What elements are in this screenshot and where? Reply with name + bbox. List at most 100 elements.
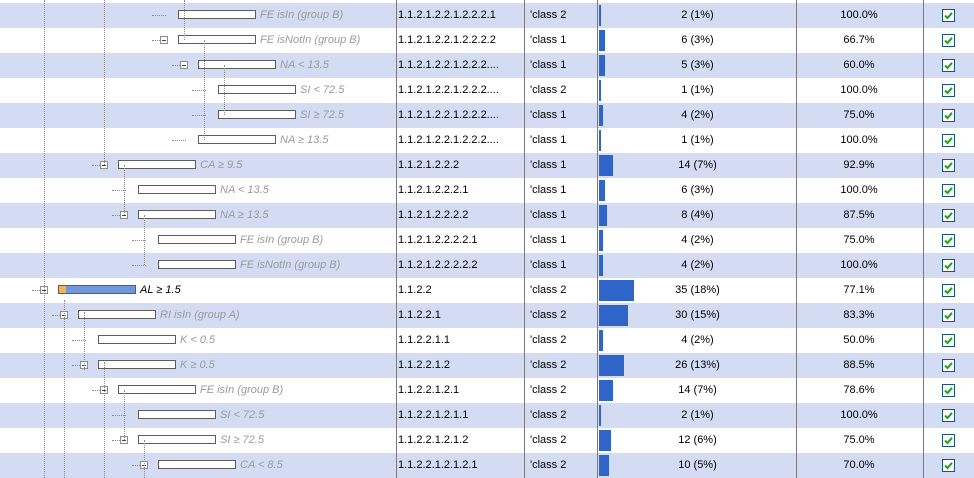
tree-connector-vertical <box>104 362 105 478</box>
count-histogram-bar <box>599 355 624 376</box>
count-histogram-bar <box>599 405 601 426</box>
node-label[interactable]: FE isNotIn (group B) <box>240 259 341 271</box>
include-checkbox[interactable] <box>942 384 955 397</box>
count-histogram-bar <box>599 130 601 151</box>
include-checkbox[interactable] <box>942 9 955 22</box>
table-row[interactable]: NA < 13.5 1.1.2.1.2.2.1.2.2.2.... 'class 1… <box>0 53 974 78</box>
table-row[interactable]: FE isIn (group B) 1.1.2.2.1.2.1 'class 2 14… <box>0 378 974 403</box>
include-checkbox[interactable] <box>942 159 955 172</box>
table-row[interactable]: K < 0.5 1.1.2.2.1.1 'class 2 4 (2%) 50.0% <box>0 328 974 353</box>
include-checkbox[interactable] <box>942 334 955 347</box>
node-label[interactable]: FE isIn (group B) <box>260 9 344 21</box>
table-row[interactable]: FE isNotIn (group B) 1.1.2.1.2.2.2.2.2 'cl… <box>0 253 974 278</box>
include-cell <box>924 178 974 203</box>
accuracy-value: 87.5% <box>843 209 875 221</box>
table-row[interactable]: RI isIn (group A) 1.1.2.2.1 'class 2 30 (15… <box>0 303 974 328</box>
node-label[interactable]: K < 0.5 <box>180 334 216 346</box>
include-checkbox[interactable] <box>942 234 955 247</box>
table-row[interactable]: FE isIn (group B) 1.1.2.1.2.2.1.2.2.2.1 'c… <box>0 3 974 28</box>
include-checkbox[interactable] <box>942 134 955 147</box>
node-id: 1.1.2.2 <box>398 284 432 296</box>
include-checkbox[interactable] <box>942 184 955 197</box>
node-label[interactable]: SI ≥ 72.5 <box>300 109 344 121</box>
table-row[interactable]: SI ≥ 72.5 1.1.2.2.1.2.1.2 'class 2 12 (6%) 7… <box>0 428 974 453</box>
accuracy-value: 60.0% <box>843 59 875 71</box>
accuracy-cell: 100.0% <box>797 403 921 428</box>
column-separator-accuracy <box>923 0 924 478</box>
accuracy-cell: 70.0% <box>797 453 921 478</box>
table-row[interactable]: AL ≥ 1.5 1.1.2.2 'class 2 35 (18%) 77.1% <box>0 278 974 303</box>
include-checkbox[interactable] <box>942 359 955 372</box>
node-label[interactable]: SI < 72.5 <box>300 84 345 96</box>
node-label[interactable]: FE isNotIn (group B) <box>260 34 361 46</box>
include-checkbox[interactable] <box>942 59 955 72</box>
include-checkbox[interactable] <box>942 109 955 122</box>
include-checkbox[interactable] <box>942 34 955 47</box>
node-distribution-bar <box>118 385 196 394</box>
count-label: 1 (1%) <box>681 84 714 96</box>
column-separator-node <box>396 0 397 478</box>
node-label[interactable]: NA < 13.5 <box>220 184 269 196</box>
node-cell: K < 0.5 <box>0 328 396 353</box>
accuracy-cell: 100.0% <box>797 128 921 153</box>
include-checkbox[interactable] <box>942 209 955 222</box>
table-row[interactable]: FE isNotIn (group B) 1.1.2.1.2.2.1.2.2.2.… <box>0 28 974 53</box>
node-label[interactable]: FE isIn (group B) <box>200 384 284 396</box>
node-cell: NA < 13.5 <box>0 178 396 203</box>
node-label[interactable]: RI isIn (group A) <box>160 309 240 321</box>
include-checkbox[interactable] <box>942 284 955 297</box>
node-label[interactable]: NA ≥ 13.5 <box>280 134 329 146</box>
node-label[interactable]: CA ≥ 9.5 <box>200 159 243 171</box>
predicted-class: 'class 2 <box>530 459 567 471</box>
node-label[interactable]: NA ≥ 13.5 <box>220 209 269 221</box>
table-row[interactable]: K ≥ 0.5 1.1.2.2.1.2 'class 2 26 (13%) 88.5% <box>0 353 974 378</box>
table-row[interactable]: SI < 72.5 1.1.2.2.1.2.1.1 'class 2 2 (1%) 10… <box>0 403 974 428</box>
node-label[interactable]: K ≥ 0.5 <box>180 359 215 371</box>
predicted-class: 'class 2 <box>530 9 567 21</box>
node-id: 1.1.2.1.2.2.2.2.2 <box>398 259 478 271</box>
count-histogram-bar <box>599 155 613 176</box>
check-icon <box>944 262 953 270</box>
tree-connector-vertical <box>224 65 225 115</box>
node-label[interactable]: NA < 13.5 <box>280 59 329 71</box>
table-row[interactable]: NA ≥ 13.5 1.1.2.1.2.2.1.2.2.2.... 'class 1… <box>0 128 974 153</box>
count-histogram-bar <box>599 380 613 401</box>
accuracy-cell: 92.9% <box>797 153 921 178</box>
collapse-icon[interactable] <box>180 61 188 69</box>
table-row[interactable]: SI ≥ 72.5 1.1.2.1.2.2.1.2.2.2.... 'class 1… <box>0 103 974 128</box>
node-label[interactable]: SI < 72.5 <box>220 409 265 421</box>
tree-connector <box>92 390 106 391</box>
table-row[interactable]: NA < 13.5 1.1.2.1.2.2.2.1 'class 1 6 (3%) 10… <box>0 178 974 203</box>
table-row[interactable]: FE isIn (group B) 1.1.2.1.2.2.2.2.1 'class… <box>0 228 974 253</box>
node-label[interactable]: SI ≥ 72.5 <box>220 434 264 446</box>
include-checkbox[interactable] <box>942 409 955 422</box>
tree-connector <box>112 440 126 441</box>
accuracy-cell: 75.0% <box>797 228 921 253</box>
include-checkbox[interactable] <box>942 434 955 447</box>
count-histogram-bar <box>599 180 605 201</box>
include-checkbox[interactable] <box>942 259 955 272</box>
predicted-class: 'class 1 <box>530 134 567 146</box>
collapse-icon[interactable] <box>160 36 168 44</box>
include-checkbox[interactable] <box>942 84 955 97</box>
node-distribution-bar <box>178 35 256 44</box>
node-id: 1.1.2.2.1.2 <box>398 359 450 371</box>
node-label[interactable]: AL ≥ 1.5 <box>140 284 181 296</box>
count-cell: 8 (4%) <box>599 203 796 228</box>
node-distribution-bar <box>218 85 296 94</box>
table-row[interactable]: CA ≥ 9.5 1.1.2.1.2.2.2 'class 1 14 (7%) 92.9… <box>0 153 974 178</box>
table-row[interactable]: CA < 8.5 1.1.2.2.1.2.1.2.1 'class 2 10 (5%)… <box>0 453 974 478</box>
table-row[interactable]: SI < 72.5 1.1.2.1.2.2.1.2.2.2.... 'class 2… <box>0 78 974 103</box>
count-label: 5 (3%) <box>681 59 714 71</box>
accuracy-value: 77.1% <box>843 284 875 296</box>
table-row[interactable]: NA ≥ 13.5 1.1.2.1.2.2.2.2 'class 1 8 (4%) 87… <box>0 203 974 228</box>
node-cell: FE isIn (group B) <box>0 378 396 403</box>
include-checkbox[interactable] <box>942 459 955 472</box>
include-cell <box>924 128 974 153</box>
node-label[interactable]: FE isIn (group B) <box>240 234 324 246</box>
check-icon <box>944 462 953 470</box>
include-cell <box>924 453 974 478</box>
include-checkbox[interactable] <box>942 309 955 322</box>
node-label[interactable]: CA < 8.5 <box>240 459 283 471</box>
